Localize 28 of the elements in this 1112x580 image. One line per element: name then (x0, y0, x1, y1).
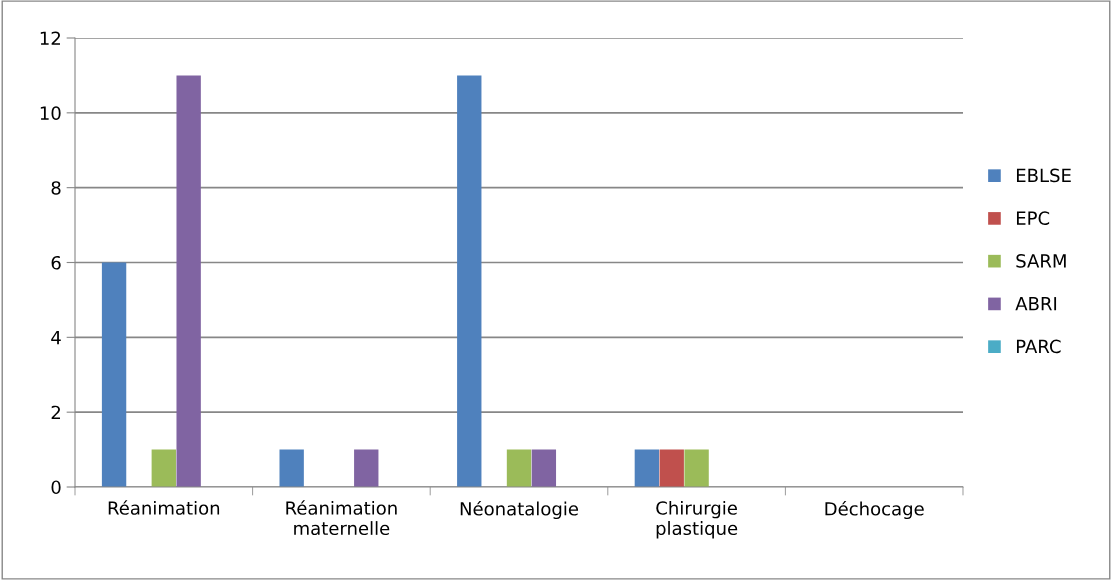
y-tick-label: 10 (40, 106, 61, 120)
bar (684, 449, 709, 487)
y-tick-label: 0 (51, 480, 61, 495)
x-tick-label: Néonatalogie (460, 500, 579, 520)
bar (176, 75, 201, 487)
bar (101, 262, 127, 487)
bar (354, 449, 379, 487)
x-tick-label: Réanimation (108, 500, 220, 515)
x-tick-label: Chirurgie plastique (656, 500, 738, 539)
legend-label: EBLSE (1016, 168, 1071, 183)
legend-label: ABRI (1015, 297, 1057, 311)
x-tick-label: Déchocage (825, 500, 924, 520)
bar (151, 449, 176, 487)
bar (457, 75, 482, 487)
bar (531, 449, 557, 487)
legend-label: SARM (1016, 254, 1066, 268)
bar (634, 449, 660, 487)
bar (659, 449, 684, 487)
bar (506, 449, 532, 487)
x-tick-label: Réanimation maternelle (286, 500, 397, 536)
bar (279, 449, 304, 487)
y-tick-label: 12 (40, 31, 60, 45)
y-tick-label: 2 (51, 405, 60, 420)
y-tick-label: 6 (51, 255, 61, 270)
y-tick-label: 8 (51, 181, 61, 195)
y-tick-label: 4 (51, 331, 61, 345)
legend-label: PARC (1016, 339, 1061, 354)
legend-label: EPC (1016, 211, 1050, 225)
